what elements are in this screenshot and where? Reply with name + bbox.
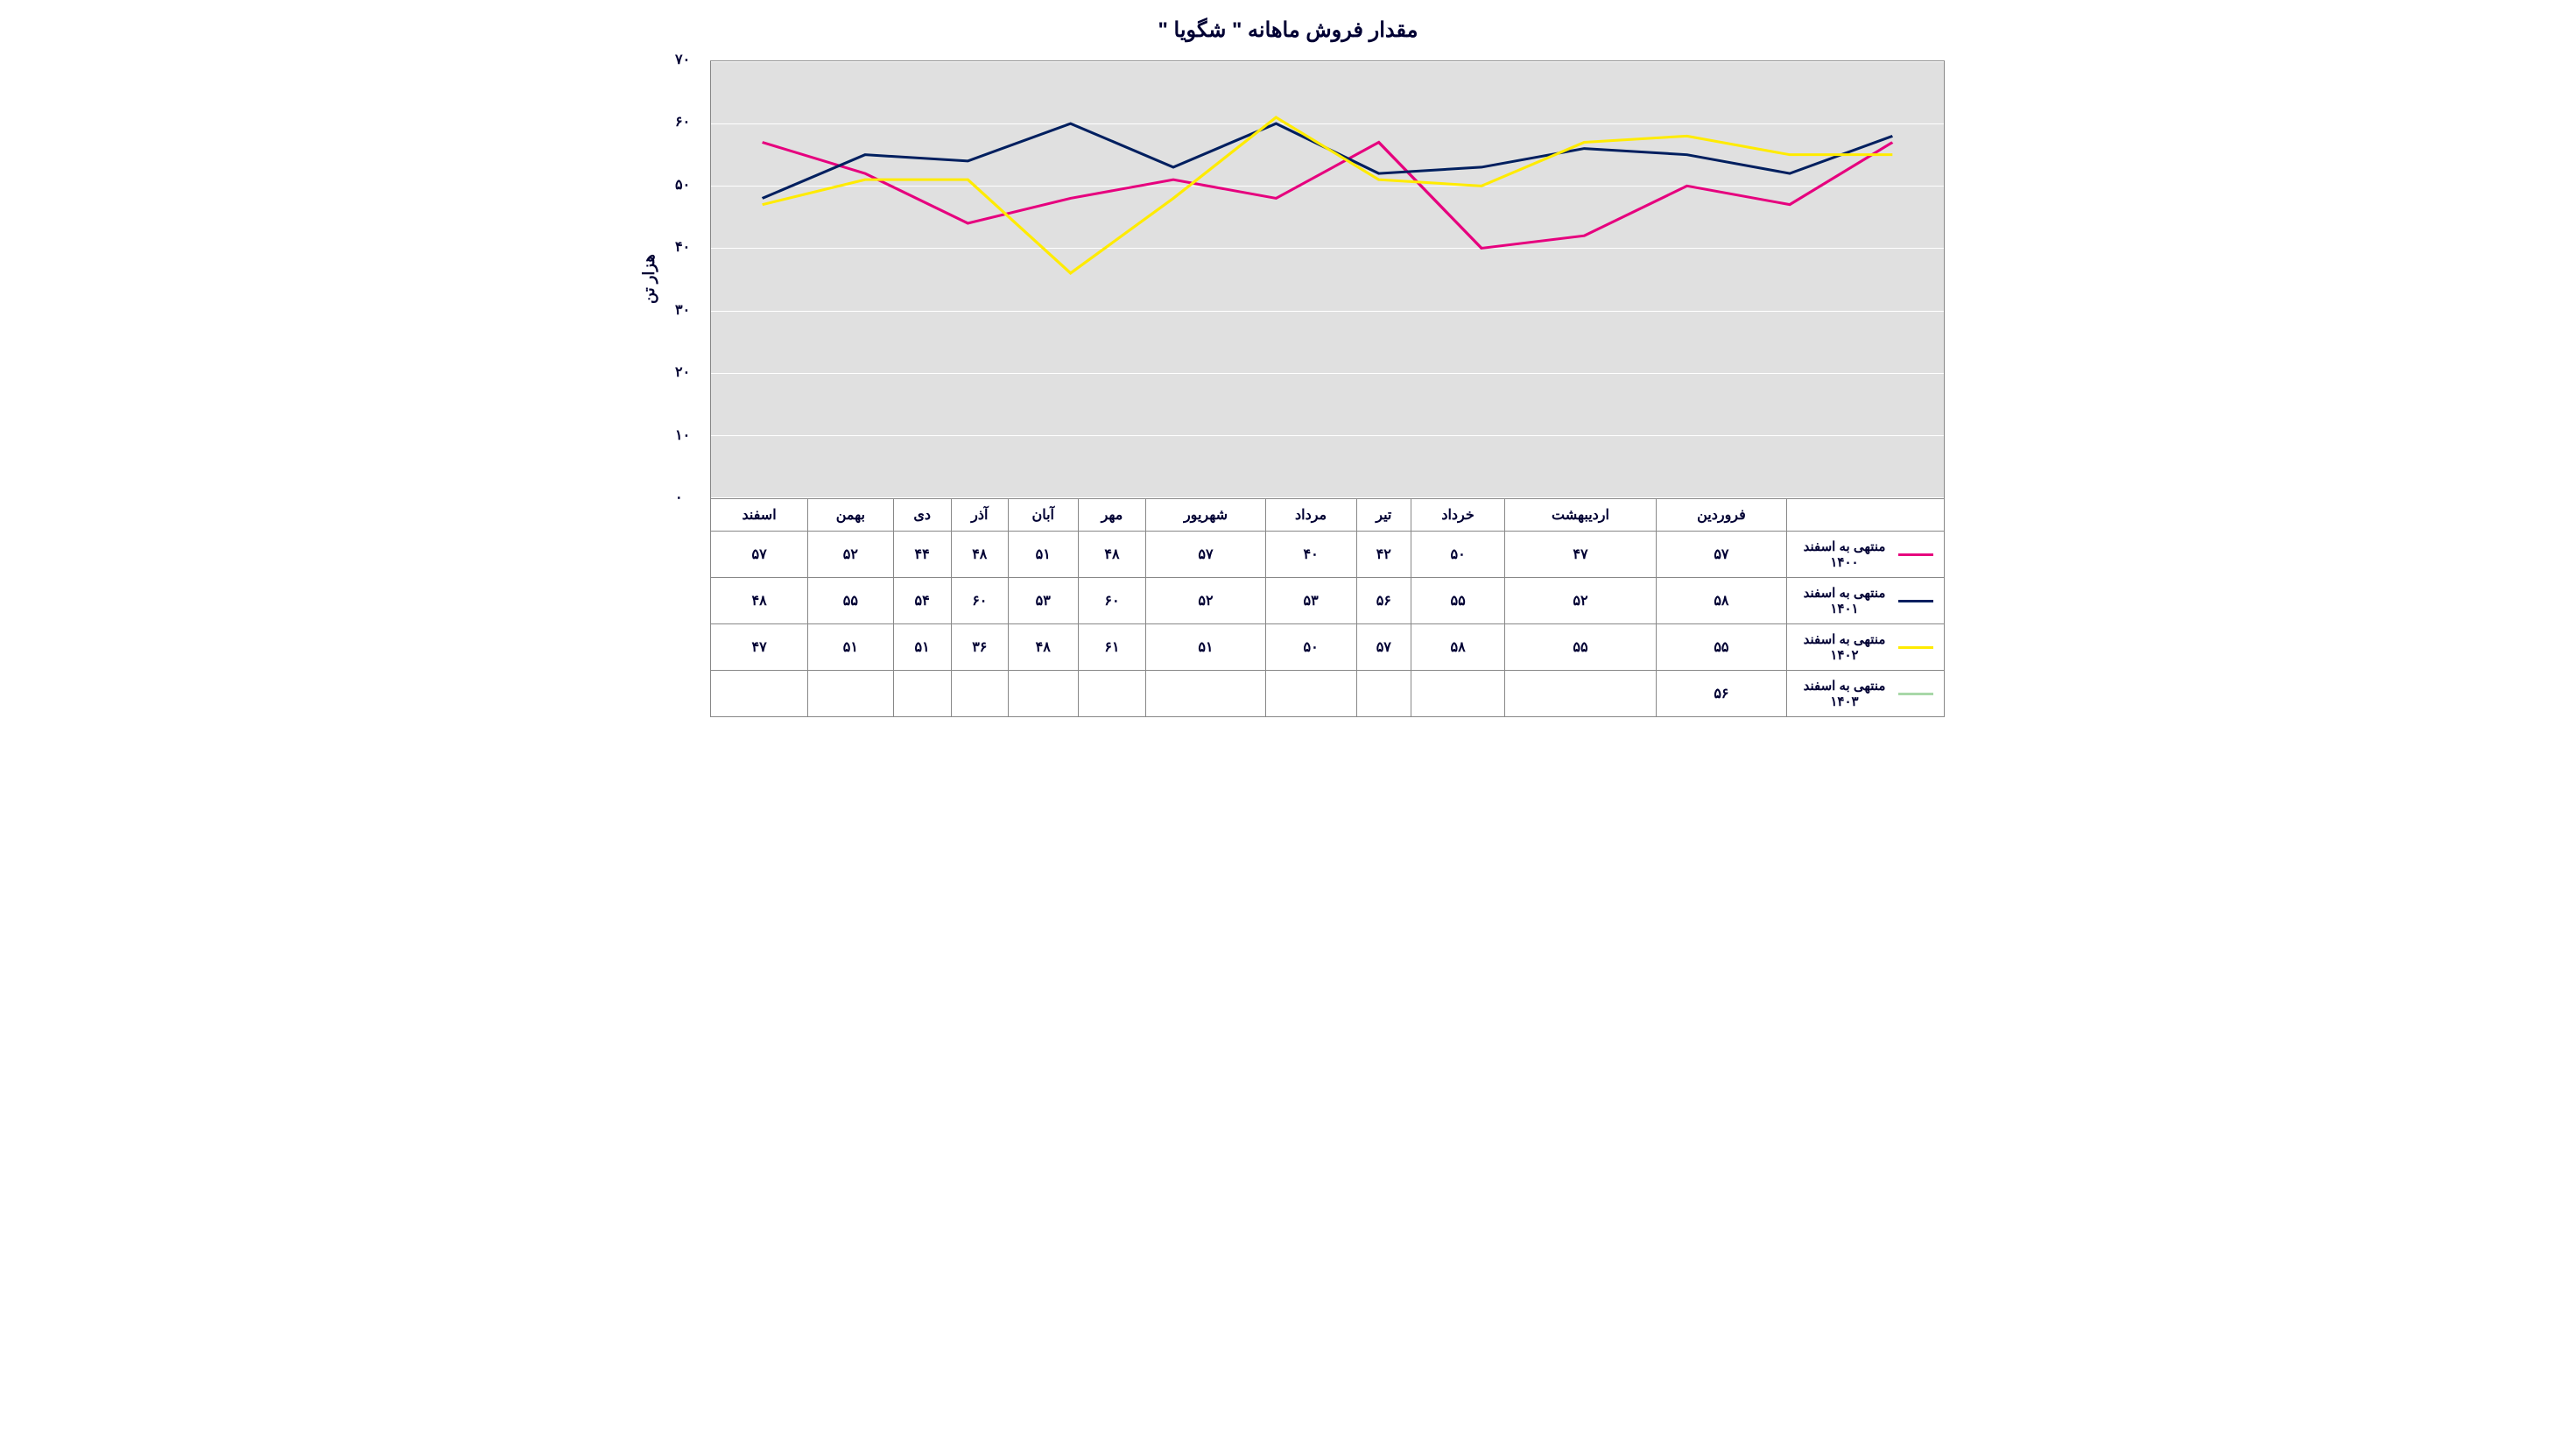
category-header: آبان bbox=[1008, 499, 1078, 532]
chart-title: مقدار فروش ماهانه " شگویا " bbox=[631, 18, 1945, 43]
data-cell bbox=[808, 671, 893, 717]
series-line-1 bbox=[763, 123, 1893, 198]
legend-line-swatch bbox=[1898, 693, 1933, 695]
legend-label: منتهی به اسفند ۱۴۰۲ bbox=[1798, 631, 1891, 663]
table-row: منتهی به اسفند ۱۴۰۳ ۵۶ bbox=[711, 671, 1945, 717]
data-cell bbox=[1146, 671, 1265, 717]
data-cell: ۵۱ bbox=[1146, 624, 1265, 671]
legend-line-swatch bbox=[1898, 600, 1933, 602]
data-cell: ۵۷ bbox=[1356, 624, 1411, 671]
legend-header-cell bbox=[1787, 499, 1945, 532]
data-cell: ۵۷ bbox=[711, 532, 808, 578]
data-cell bbox=[1078, 671, 1146, 717]
data-cell: ۵۱ bbox=[808, 624, 893, 671]
data-cell: ۵۷ bbox=[1146, 532, 1265, 578]
y-axis-label: هزار تن bbox=[631, 60, 666, 498]
data-table: فروردیناردیبهشتخردادتیرمردادشهریورمهرآبا… bbox=[710, 498, 1945, 717]
data-cell bbox=[1411, 671, 1505, 717]
data-cell: ۴۰ bbox=[1265, 532, 1356, 578]
data-cell: ۴۸ bbox=[1078, 532, 1146, 578]
table-row: منتهی به اسفند ۱۴۰۱۵۸۵۲۵۵۵۶۵۳۵۲۶۰۵۳۶۰۵۴۵… bbox=[711, 578, 1945, 624]
legend-cell: منتهی به اسفند ۱۴۰۳ bbox=[1787, 671, 1945, 717]
legend-label: منتهی به اسفند ۱۴۰۰ bbox=[1798, 539, 1891, 570]
table-container: فروردیناردیبهشتخردادتیرمردادشهریورمهرآبا… bbox=[710, 498, 1945, 717]
data-cell: ۵۵ bbox=[1505, 624, 1657, 671]
category-header: خرداد bbox=[1411, 499, 1505, 532]
data-cell bbox=[1265, 671, 1356, 717]
category-header: مهر bbox=[1078, 499, 1146, 532]
data-cell: ۵۲ bbox=[1146, 578, 1265, 624]
data-cell: ۴۷ bbox=[1505, 532, 1657, 578]
category-header: شهریور bbox=[1146, 499, 1265, 532]
data-cell: ۵۱ bbox=[893, 624, 951, 671]
table-row: منتهی به اسفند ۱۴۰۲۵۵۵۵۵۸۵۷۵۰۵۱۶۱۴۸۳۶۵۱۵… bbox=[711, 624, 1945, 671]
data-cell: ۵۵ bbox=[1656, 624, 1786, 671]
data-cell: ۵۰ bbox=[1411, 532, 1505, 578]
data-cell: ۴۸ bbox=[711, 578, 808, 624]
data-cell: ۴۴ bbox=[893, 532, 951, 578]
data-cell: ۵۱ bbox=[1008, 532, 1078, 578]
data-cell bbox=[893, 671, 951, 717]
category-header: اردیبهشت bbox=[1505, 499, 1657, 532]
legend-cell: منتهی به اسفند ۱۴۰۲ bbox=[1787, 624, 1945, 671]
data-cell: ۵۲ bbox=[1505, 578, 1657, 624]
category-header: بهمن bbox=[808, 499, 893, 532]
data-cell: ۴۸ bbox=[951, 532, 1008, 578]
data-cell bbox=[1008, 671, 1078, 717]
data-cell: ۵۴ bbox=[893, 578, 951, 624]
series-line-2 bbox=[763, 117, 1893, 273]
category-header: دی bbox=[893, 499, 951, 532]
gridline bbox=[711, 497, 1944, 498]
chart-wrap: هزار تن ۷۰۶۰۵۰۴۰۳۰۲۰۱۰۰ bbox=[631, 60, 1945, 498]
data-cell: ۵۵ bbox=[1411, 578, 1505, 624]
legend-cell: منتهی به اسفند ۱۴۰۰ bbox=[1787, 532, 1945, 578]
y-axis-ticks: ۷۰۶۰۵۰۴۰۳۰۲۰۱۰۰ bbox=[666, 60, 710, 498]
data-cell bbox=[951, 671, 1008, 717]
data-cell: ۵۸ bbox=[1656, 578, 1786, 624]
data-cell bbox=[711, 671, 808, 717]
table-spacer bbox=[631, 498, 710, 717]
legend-label: منتهی به اسفند ۱۴۰۱ bbox=[1798, 585, 1891, 616]
category-header: مرداد bbox=[1265, 499, 1356, 532]
plot-area bbox=[710, 60, 1945, 498]
data-cell: ۶۱ bbox=[1078, 624, 1146, 671]
legend-cell: منتهی به اسفند ۱۴۰۱ bbox=[1787, 578, 1945, 624]
data-cell: ۵۰ bbox=[1265, 624, 1356, 671]
category-header: تیر bbox=[1356, 499, 1411, 532]
category-header: فروردین bbox=[1656, 499, 1786, 532]
data-cell: ۵۵ bbox=[808, 578, 893, 624]
table-row: منتهی به اسفند ۱۴۰۰۵۷۴۷۵۰۴۲۴۰۵۷۴۸۵۱۴۸۴۴۵… bbox=[711, 532, 1945, 578]
chart-container: مقدار فروش ماهانه " شگویا " هزار تن ۷۰۶۰… bbox=[631, 18, 1945, 717]
data-cell: ۶۰ bbox=[1078, 578, 1146, 624]
data-cell: ۵۳ bbox=[1265, 578, 1356, 624]
legend-label: منتهی به اسفند ۱۴۰۳ bbox=[1798, 678, 1891, 709]
data-cell bbox=[1356, 671, 1411, 717]
chart-lines-svg bbox=[711, 61, 1944, 497]
data-cell: ۴۸ bbox=[1008, 624, 1078, 671]
data-cell: ۳۶ bbox=[951, 624, 1008, 671]
data-cell: ۶۰ bbox=[951, 578, 1008, 624]
category-header: آذر bbox=[951, 499, 1008, 532]
data-cell: ۴۷ bbox=[711, 624, 808, 671]
data-cell: ۵۸ bbox=[1411, 624, 1505, 671]
legend-line-swatch bbox=[1898, 646, 1933, 649]
data-cell: ۵۶ bbox=[1656, 671, 1786, 717]
data-cell: ۵۶ bbox=[1356, 578, 1411, 624]
data-cell: ۴۲ bbox=[1356, 532, 1411, 578]
table-header-row: فروردیناردیبهشتخردادتیرمردادشهریورمهرآبا… bbox=[711, 499, 1945, 532]
data-cell: ۵۳ bbox=[1008, 578, 1078, 624]
category-header: اسفند bbox=[711, 499, 808, 532]
data-table-layout: فروردیناردیبهشتخردادتیرمردادشهریورمهرآبا… bbox=[631, 498, 1945, 717]
data-cell: ۵۲ bbox=[808, 532, 893, 578]
legend-line-swatch bbox=[1898, 553, 1933, 556]
data-cell bbox=[1505, 671, 1657, 717]
data-cell: ۵۷ bbox=[1656, 532, 1786, 578]
